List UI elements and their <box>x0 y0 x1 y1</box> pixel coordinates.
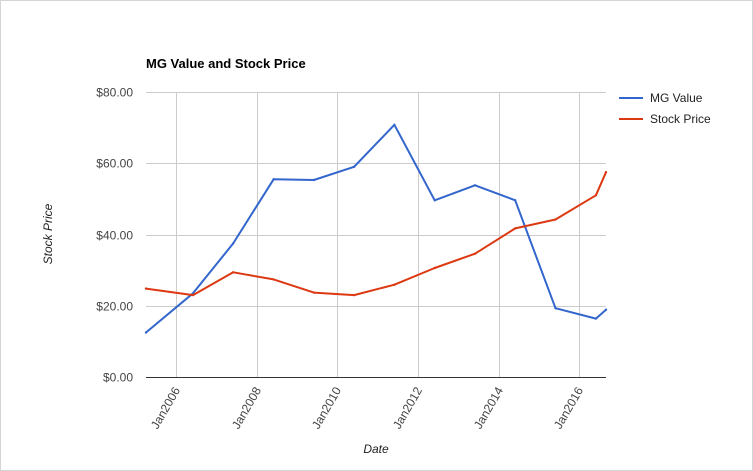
data-point-mg-value <box>433 199 436 202</box>
data-point-stock-price <box>594 194 598 197</box>
y-tick-label: $40.00 <box>96 229 133 243</box>
data-point-mg-value <box>473 184 477 187</box>
data-point-stock-price <box>554 218 557 221</box>
data-point-stock-price <box>514 227 517 230</box>
y-tick-label: $80.00 <box>96 86 133 100</box>
chart-title: MG Value and Stock Price <box>146 56 306 71</box>
y-tick-label: $60.00 <box>96 157 133 171</box>
data-point-stock-price <box>352 293 356 297</box>
data-point-mg-value <box>312 178 316 182</box>
data-point-stock-price <box>312 291 316 294</box>
data-point-stock-price <box>604 171 608 174</box>
data-point-mg-value <box>144 331 148 334</box>
data-point-stock-price <box>191 293 195 297</box>
data-point-stock-price <box>144 287 148 290</box>
data-point-stock-price <box>473 252 477 255</box>
y-axis-ticks: $0.00 $20.00 $40.00 $60.00 $80.00 <box>96 86 133 385</box>
legend: MG Value Stock Price <box>619 91 711 126</box>
data-point-mg-value <box>393 123 396 127</box>
data-point-mg-value <box>604 308 608 311</box>
grid <box>146 92 606 377</box>
x-axis-label: Date <box>363 442 389 456</box>
data-point-stock-price <box>433 266 436 270</box>
data-point-stock-price <box>232 271 235 274</box>
data-point-mg-value <box>272 178 275 181</box>
data-point-stock-price <box>272 278 275 281</box>
y-axis-label: Stock Price <box>41 203 55 264</box>
legend-label-mg-value: MG Value <box>650 91 703 105</box>
legend-label-stock-price: Stock Price <box>650 112 711 126</box>
data-point-stock-price <box>393 283 396 286</box>
data-point-mg-value <box>232 242 235 245</box>
series-layer <box>144 123 608 334</box>
data-point-mg-value <box>514 199 517 202</box>
data-point-mg-value <box>594 317 598 320</box>
data-point-mg-value <box>554 307 557 310</box>
data-point-mg-value <box>352 165 356 168</box>
y-tick-label: $20.00 <box>96 300 133 314</box>
y-tick-label: $0.00 <box>103 371 133 385</box>
